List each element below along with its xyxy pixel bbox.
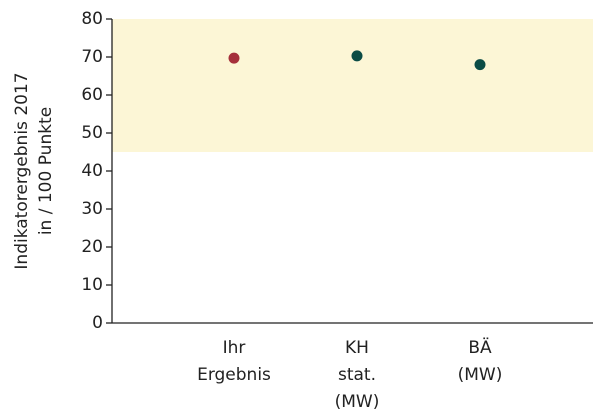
point bbox=[474, 59, 486, 71]
y-tick-label: 0 bbox=[92, 313, 103, 333]
x-tick-label: BÄ bbox=[468, 337, 492, 358]
y-axis-label: in / 100 Punkte bbox=[36, 107, 56, 235]
y-tick-label: 40 bbox=[81, 161, 103, 181]
point bbox=[351, 50, 363, 62]
y-tick-label: 20 bbox=[81, 237, 103, 257]
point bbox=[228, 52, 240, 64]
target-band bbox=[112, 19, 593, 152]
y-tick-label: 60 bbox=[81, 85, 103, 105]
x-tick-label: stat. bbox=[338, 365, 376, 385]
y-tick-label: 30 bbox=[81, 199, 103, 219]
x-tick-label: Ergebnis bbox=[197, 365, 271, 385]
y-tick-label: 80 bbox=[81, 9, 103, 29]
x-tick-label: (MW) bbox=[458, 365, 503, 385]
y-tick-label: 70 bbox=[81, 47, 103, 67]
x-tick-label: KH bbox=[345, 338, 369, 358]
x-tick-label: Ihr bbox=[223, 338, 246, 358]
y-tick-label: 50 bbox=[81, 123, 103, 143]
x-tick-label: (MW) bbox=[335, 392, 380, 412]
y-axis-label: Indikatorergebnis 2017 bbox=[12, 72, 32, 269]
y-tick-label: 10 bbox=[81, 275, 103, 295]
